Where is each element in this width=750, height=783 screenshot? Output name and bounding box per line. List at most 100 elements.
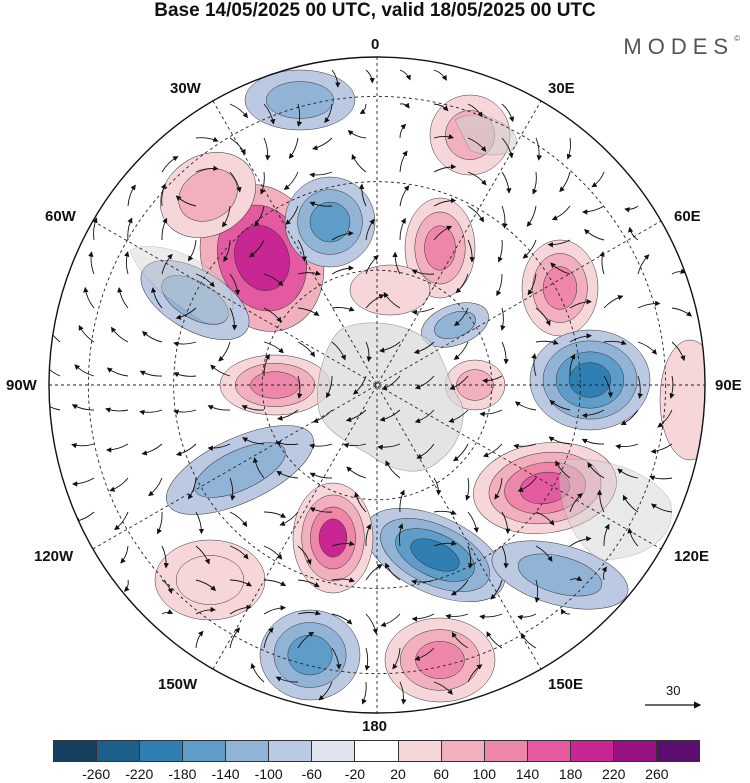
colorbar-swatch — [54, 741, 98, 761]
wind-arrow — [229, 137, 246, 155]
wind-arrow — [467, 137, 487, 152]
wind-arrow — [501, 205, 508, 229]
wind-arrow — [331, 306, 355, 312]
wind-arrow — [331, 265, 355, 275]
anomaly-contour — [410, 538, 460, 572]
wind-arrow — [569, 493, 583, 513]
wind-arrow — [297, 631, 315, 649]
wind-arrow — [351, 153, 367, 173]
wind-arrow — [365, 613, 378, 635]
map-title: Base 14/05/2025 00 UTC, valid 18/05/2025… — [154, 0, 596, 21]
wind-arrow — [416, 443, 435, 459]
wind-arrow — [187, 239, 197, 262]
anomaly-contour — [234, 225, 290, 291]
label-lon-0: 0 — [371, 36, 380, 53]
wind-arrow — [445, 613, 469, 620]
wind-arrow — [453, 341, 469, 360]
wind-arrow — [392, 647, 401, 670]
wind-arrow — [535, 545, 553, 562]
wind-arrow — [195, 273, 215, 288]
wind-arrow — [399, 102, 410, 109]
wind-arrow — [624, 205, 639, 213]
wind-arrow — [379, 409, 401, 422]
wind-arrow — [671, 268, 687, 275]
wind-arrow — [139, 409, 163, 416]
wind-arrow — [603, 294, 624, 309]
wind-arrow — [221, 205, 231, 228]
wind-arrow — [637, 375, 643, 399]
wind-arrow — [263, 103, 276, 125]
wind-arrow — [229, 477, 236, 501]
wind-arrow — [195, 165, 219, 173]
wind-arrow — [455, 273, 469, 294]
wind-arrow — [615, 443, 639, 450]
wind-arrow — [569, 353, 576, 377]
wind-arrow — [195, 136, 219, 142]
brand-text: MODES — [623, 34, 735, 59]
wind-arrow — [324, 103, 333, 124]
wind-arrow — [450, 579, 469, 596]
label-lon-60w: 60W — [45, 208, 76, 225]
wind-arrow — [288, 137, 299, 159]
meridian-line — [212, 100, 542, 670]
wind-arrow — [467, 545, 474, 569]
wind-arrow — [309, 507, 333, 513]
wind-arrow — [207, 405, 231, 411]
wind-arrow — [263, 307, 282, 323]
wind-arrow — [218, 341, 231, 362]
colorbar-ticks: -260 -220 -180 -140 -100 -60 -20 20 60 100 140 180 2… — [53, 766, 700, 783]
wind-arrow — [252, 457, 265, 479]
anomaly-contour — [517, 553, 603, 597]
wind-arrow — [142, 330, 163, 343]
wind-arrow — [229, 171, 242, 193]
anomaly-contour — [309, 201, 351, 243]
wind-arrow — [467, 171, 487, 186]
wind-arrow — [312, 137, 333, 151]
wind-arrow — [494, 477, 503, 500]
wind-arrow — [161, 156, 179, 173]
label-lon-90e: 90E — [715, 377, 742, 394]
wind-arrow — [451, 631, 469, 649]
wind-arrow — [433, 225, 453, 241]
wind-arrow — [161, 609, 174, 615]
wind-arrow — [433, 540, 457, 547]
wind-arrow — [555, 460, 571, 479]
wind-arrow — [120, 545, 129, 564]
anomaly-contour — [175, 555, 245, 605]
wind-arrow — [263, 137, 271, 161]
wind-arrow — [297, 579, 320, 588]
wind-arrow — [195, 511, 205, 535]
wind-arrow — [411, 269, 435, 275]
wind-arrow — [433, 69, 447, 81]
wind-arrow — [399, 217, 406, 241]
wind-arrow — [671, 307, 693, 317]
wind-arrow — [377, 443, 401, 451]
wind-arrow — [229, 627, 241, 649]
wind-arrow — [195, 545, 210, 565]
wind-arrow — [467, 239, 475, 263]
wind-arrow — [526, 205, 537, 227]
wind-arrow — [277, 409, 299, 421]
wind-arrow — [411, 307, 435, 316]
wind-arrow — [88, 251, 95, 275]
wind-arrow — [534, 579, 541, 603]
wind-arrow — [527, 273, 537, 296]
wind-arrow — [187, 477, 197, 500]
wind-arrow — [263, 341, 284, 354]
wind-arrow — [520, 632, 537, 649]
wind-arrow — [399, 69, 411, 81]
wind-arrow — [297, 270, 321, 276]
wind-arrow — [161, 545, 170, 569]
wind-arrow — [649, 475, 673, 481]
brand-mark: © — [734, 34, 740, 43]
latitude-circle — [87, 95, 667, 675]
wind-arrow — [173, 409, 197, 415]
wind-arrow — [486, 631, 503, 649]
wind-arrow — [496, 273, 503, 297]
wind-arrow — [250, 662, 265, 683]
wind-arrow — [482, 443, 503, 458]
label-lon-150w: 150W — [158, 676, 198, 693]
wind-arrow — [71, 477, 95, 487]
wind-arrow — [411, 613, 435, 622]
